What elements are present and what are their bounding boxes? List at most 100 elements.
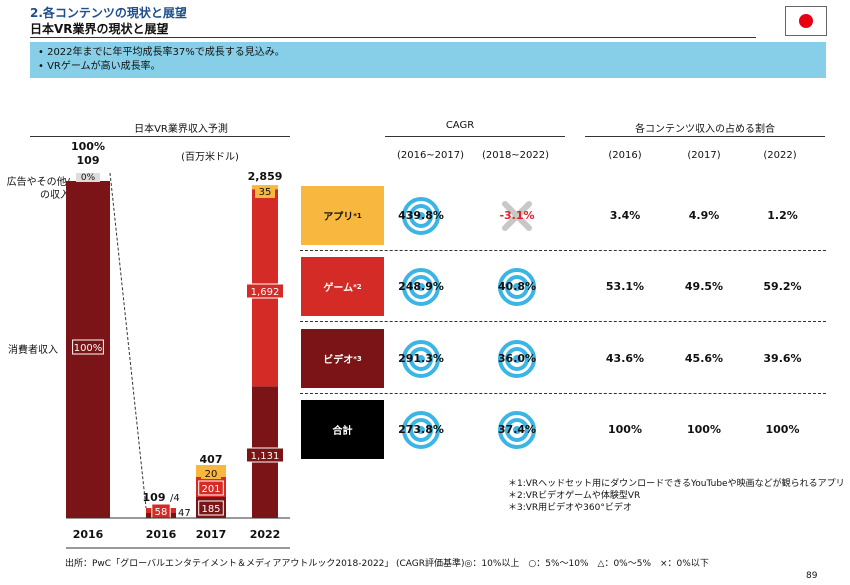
- bar-2016-small-app-label: /4: [170, 493, 180, 504]
- cagr-legend: (CAGR評価基準)◎：10%以上 ○：5%～10% △：0%～5% ×：0%以…: [396, 559, 709, 569]
- chart-title-rule: [30, 136, 290, 137]
- cagr2-icon-wrap: [497, 339, 537, 383]
- share-2022-value: 59.2%: [763, 280, 802, 293]
- cagr1-icon-wrap: [401, 410, 441, 454]
- share-2017-value: 45.6%: [684, 352, 724, 365]
- share-2016-value: 43.6%: [605, 352, 645, 365]
- cagr-period-1: (2016~2017): [396, 150, 465, 161]
- cagr1-target-icon: [402, 268, 440, 306]
- bar-2016-consumer-label: 100%: [74, 343, 103, 354]
- share-year-2017: (2017): [687, 150, 721, 161]
- cagr-title-rule: [385, 136, 565, 137]
- cagr1-target-icon: [402, 197, 440, 235]
- cagr-2016-2017-value: 273.8%: [398, 423, 444, 436]
- x-tick-label-2: 2017: [196, 528, 227, 541]
- category-0: アプリ *1: [301, 186, 384, 245]
- bar-2017-app-label-bg: [201, 468, 221, 479]
- share-2017-value: 4.9%: [688, 209, 720, 222]
- japan-flag-icon: [785, 6, 827, 36]
- bar-2017-video-label: 185: [201, 504, 220, 515]
- cagr-2018-2022-value: -3.1%: [499, 209, 535, 222]
- cagr1-icon-wrap: [401, 267, 441, 311]
- share-2016-value: 3.4%: [609, 209, 641, 222]
- cagr2-icon-wrap: [497, 410, 537, 454]
- bar-2016-consumer-label-bg: [72, 339, 104, 355]
- unit-label: (百万米ドル): [181, 152, 239, 163]
- page-title: 日本VR業界の現状と展望: [30, 22, 169, 36]
- bar-2017-video-label-bg: [198, 500, 224, 516]
- cagr-2016-2017-value: 439.8%: [398, 209, 444, 222]
- consumer-revenue-label: 消費者収入: [8, 345, 58, 356]
- footnotes: ＊1:VRヘッドセット用にダウンロードできるYouTubeや映画などが観られるア…: [508, 478, 845, 514]
- bar-2017-app-label: 20: [205, 469, 218, 480]
- cagr-2016-2017-value: 248.9%: [398, 280, 444, 293]
- cagr1-target-icon: [402, 340, 440, 378]
- bar-2017-game-label: 201: [201, 484, 220, 495]
- cagr-period-2: (2018~2022): [481, 150, 550, 161]
- share-2017-value: 100%: [687, 423, 721, 436]
- bar-2017-total: 407: [200, 453, 223, 466]
- source-note: 出所：PwC「グローバルエンタテイメント＆メディアアウトルック2018-2022…: [65, 559, 394, 569]
- cagr2-target-icon: [498, 411, 536, 449]
- share-year-2016: (2016): [608, 150, 642, 161]
- share-title-rule: [585, 136, 825, 137]
- cagr-2018-2022-value: 36.0%: [497, 352, 537, 365]
- bar-2016-ad: [76, 173, 100, 182]
- summary-bullet: • 2022年までに年平均成長率37%で成長する見込み。: [38, 47, 285, 58]
- title-divider: [30, 37, 756, 38]
- summary-bullet: • VRゲームが高い成長率。: [38, 61, 161, 72]
- cagr1-icon-wrap: [401, 196, 441, 240]
- bar-2022-app-label: 35: [259, 187, 272, 198]
- bar-2022-total: 2,859: [248, 170, 283, 183]
- cagr1-icon-wrap: [401, 339, 441, 383]
- cagr-2018-2022-value: 37.4%: [497, 423, 537, 436]
- category-2: ビデオ *3: [301, 329, 384, 388]
- bar-2016-small-game-label: 58: [155, 507, 168, 518]
- share-2022-value: 100%: [765, 423, 800, 436]
- ad-revenue-label: 広告やその他/の収入: [6, 177, 70, 201]
- row-divider: [300, 321, 826, 322]
- bar-2016-small-total: 109: [143, 491, 166, 504]
- share-year-2022: (2022): [763, 150, 797, 161]
- row-divider: [300, 250, 826, 251]
- bar-2017-game-label-bg: [198, 480, 224, 496]
- bar-2022-video-label: 1,131: [251, 451, 280, 462]
- footnote-1: ＊1:VRヘッドセット用にダウンロードできるYouTubeや映画などが観られるア…: [508, 479, 845, 489]
- share-title: 各コンテンツ収入の占める割合: [635, 124, 775, 135]
- share-connector-top: [109, 172, 147, 509]
- share-2022-value: 1.2%: [767, 209, 798, 222]
- bar-2022-video-label-bg: [246, 447, 284, 463]
- summary-box: • 2022年までに年平均成長率37%で成長する見込み。 • VRゲームが高い成…: [30, 42, 826, 78]
- bar-2016-share-pct: 100%: [71, 140, 105, 153]
- page-number: 89: [806, 571, 818, 581]
- share-2016-value: 53.1%: [605, 280, 645, 293]
- x-tick-label-0: 2016: [73, 528, 104, 541]
- share-2022-value: 39.6%: [763, 352, 802, 365]
- revenue-chart-title: 日本VR業界収入予測: [134, 124, 228, 135]
- bar-2016-small-video-label: 47: [178, 508, 191, 519]
- bar-2016-share-total: 109: [77, 154, 100, 167]
- bar-2022-game-label-bg: [246, 283, 284, 299]
- cagr2-cross-icon: [502, 201, 532, 231]
- row-divider: [300, 393, 826, 394]
- section-title: 2.各コンテンツの現状と展望: [30, 6, 187, 20]
- bar-2022-game-label: 1,692: [251, 287, 280, 298]
- footnote-3: ＊3:VR用ビデオや360°ビデオ: [508, 503, 632, 513]
- cagr-2016-2017-value: 291.3%: [398, 352, 444, 365]
- footnote-2: ＊2:VRビデオゲームや体験型VR: [508, 491, 641, 501]
- cagr-title: CAGR: [445, 120, 475, 131]
- cagr-2018-2022-value: 40.8%: [497, 280, 537, 293]
- category-3: 合計: [301, 400, 384, 459]
- x-tick-label-3: 2022: [250, 528, 281, 541]
- bar-2022-app-label-bg: [255, 186, 275, 198]
- share-2017-value: 49.5%: [684, 280, 724, 293]
- x-tick-label-1: 2016: [146, 528, 177, 541]
- cagr2-icon-wrap: [497, 196, 537, 240]
- cagr2-target-icon: [498, 340, 536, 378]
- bar-2016-ad-label: 0%: [81, 173, 96, 183]
- share-2016-value: 100%: [608, 423, 642, 436]
- cagr1-target-icon: [402, 411, 440, 449]
- category-1: ゲーム *2: [301, 257, 384, 316]
- cagr2-icon-wrap: [497, 267, 537, 311]
